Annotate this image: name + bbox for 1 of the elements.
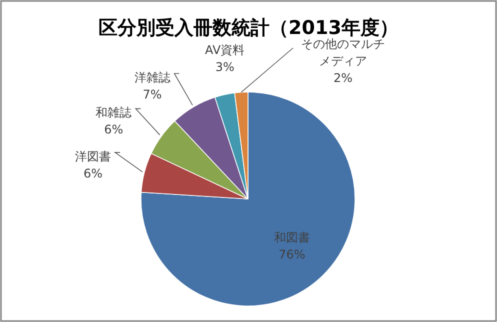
chart-title: 区分別受入冊数統計（2013年度） (98, 17, 398, 39)
